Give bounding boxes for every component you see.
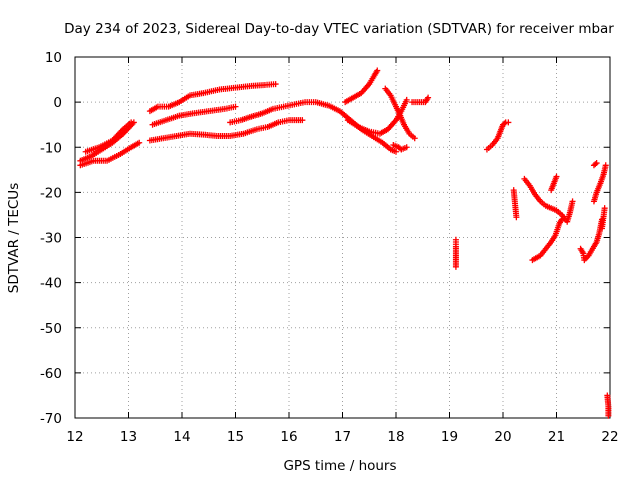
series-track-o (510, 187, 520, 221)
x-tick-label: 16 (280, 429, 297, 445)
x-tick-label: 21 (548, 429, 565, 445)
x-tick-label: 17 (334, 429, 351, 445)
x-tick-label: 13 (120, 429, 137, 445)
x-tick-label: 22 (601, 429, 618, 445)
data-point (569, 198, 576, 205)
data-point (128, 119, 135, 126)
data-point (232, 103, 239, 110)
series-track-q (529, 216, 565, 264)
series-track-c (82, 119, 135, 155)
x-axis-label: GPS time / hours (283, 458, 396, 474)
series-track-f (146, 117, 306, 144)
x-tick-label: 18 (387, 429, 404, 445)
data-point (592, 161, 599, 168)
y-tick-label: 0 (53, 95, 62, 111)
x-tick-label: 14 (173, 429, 190, 445)
data-point (411, 135, 418, 142)
y-tick-label: -50 (40, 321, 62, 337)
data-point (425, 94, 432, 101)
series-track-d (146, 81, 279, 115)
data-point (403, 96, 410, 103)
data-point (342, 99, 349, 106)
series-track-l (409, 94, 432, 106)
y-tick-label: 10 (45, 50, 62, 66)
data-point (598, 225, 605, 232)
series-track-s (577, 216, 605, 264)
data-point (393, 148, 399, 155)
data-point (513, 214, 520, 221)
series-track-m (452, 236, 459, 270)
y-tick-label: -70 (40, 411, 62, 427)
data-point (299, 117, 306, 124)
x-tick-label: 20 (494, 429, 511, 445)
x-tick-label: 12 (66, 429, 83, 445)
x-tick-label: 19 (441, 429, 458, 445)
y-tick-label: -30 (40, 231, 62, 247)
y-tick-label: -40 (40, 276, 62, 292)
series-track-b (77, 139, 143, 169)
data-point (605, 412, 612, 419)
data-point (136, 139, 143, 146)
data-point (505, 119, 512, 126)
series-track-h (344, 96, 410, 137)
series-track-r (548, 173, 560, 194)
y-tick-label: -10 (40, 140, 62, 156)
data-points (77, 67, 612, 419)
x-tick-label: 15 (227, 429, 244, 445)
x-axis-ticks: 12 13 14 15 16 17 18 19 20 21 22 (66, 57, 619, 445)
data-point (452, 263, 459, 270)
series-track-g (227, 99, 399, 155)
data-point (272, 81, 279, 88)
data-point (593, 160, 600, 167)
series-track-k (390, 141, 410, 153)
data-point (558, 216, 565, 223)
chart-title: Day 234 of 2023, Sidereal Day-to-day VTE… (64, 21, 614, 37)
series-track-n (483, 119, 512, 153)
y-axis-ticks: 10 0 -10 -20 -30 -40 -50 -60 -70 (40, 50, 610, 427)
series-track-p (521, 175, 576, 225)
data-point (501, 120, 508, 127)
data-point (403, 144, 410, 151)
series-track-j (382, 85, 418, 142)
y-tick-label: -20 (40, 185, 62, 201)
plot-frame (74, 56, 611, 419)
series-track-e (149, 103, 239, 128)
data-point (553, 173, 560, 180)
series-track-w (604, 392, 612, 419)
y-tick-label: -60 (40, 366, 62, 382)
series-track-u (590, 160, 600, 169)
series-track-t (590, 162, 609, 205)
series-track-i (342, 67, 381, 106)
y-axis-label: SDTVAR / TECUs (6, 183, 22, 293)
data-point (602, 162, 609, 169)
series-track-v (598, 205, 608, 232)
